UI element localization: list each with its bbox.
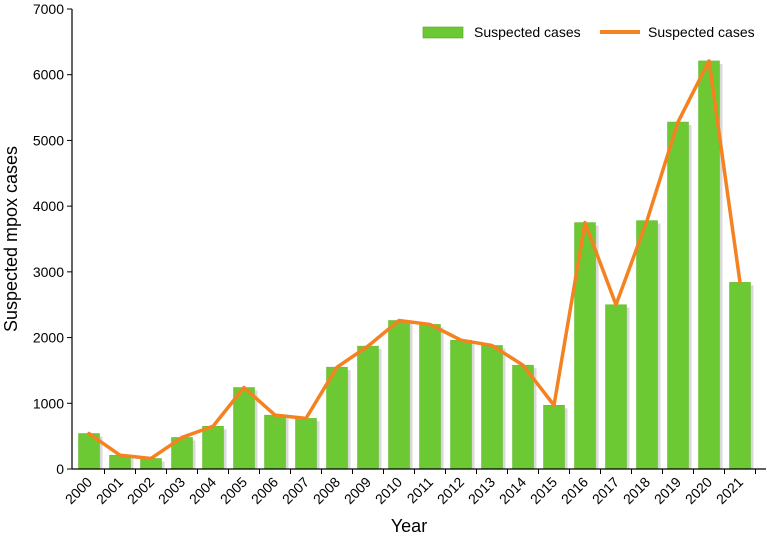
x-tick-label: 2004 — [186, 474, 219, 507]
y-axis-title: Suspected mpox cases — [1, 146, 21, 332]
x-tick-label: 2006 — [248, 474, 281, 507]
x-tick-label: 2009 — [341, 474, 374, 507]
y-tick-label: 4000 — [33, 198, 64, 214]
bar-series — [78, 60, 754, 470]
x-tick-label: 2007 — [279, 474, 312, 507]
y-tick-label: 6000 — [33, 67, 64, 83]
x-tick-label: 2010 — [372, 474, 405, 507]
bar — [481, 345, 503, 470]
x-tick-label: 2016 — [558, 474, 591, 507]
legend-line-label: Suspected cases — [648, 24, 755, 40]
x-tick-label: 2018 — [620, 474, 653, 507]
x-tick-label: 2019 — [651, 474, 684, 507]
x-tick-label: 2000 — [62, 474, 95, 507]
x-ticks: 2000200120022003200420052006200720082009… — [62, 469, 756, 507]
bar — [729, 282, 751, 470]
bar — [388, 320, 410, 470]
bar — [419, 324, 441, 470]
bar — [605, 304, 627, 470]
x-tick-label: 2021 — [713, 474, 746, 507]
bar — [636, 220, 658, 470]
x-tick-label: 2020 — [682, 474, 715, 507]
bar — [512, 364, 534, 470]
bar — [450, 339, 472, 470]
y-ticks: 0 1000 2000 3000 4000 5000 6000 7000 — [33, 1, 72, 477]
axes — [71, 9, 766, 470]
x-tick-label: 2013 — [465, 474, 498, 507]
y-tick-label: 7000 — [33, 1, 64, 17]
bar — [543, 405, 565, 470]
legend: Suspected cases Suspected cases — [422, 24, 755, 40]
legend-bar-label: Suspected cases — [474, 24, 581, 40]
x-tick-label: 2012 — [434, 474, 467, 507]
x-tick-label: 2003 — [155, 474, 188, 507]
x-tick-label: 2011 — [404, 474, 437, 507]
x-tick-label: 2002 — [124, 474, 157, 507]
bar — [295, 418, 317, 470]
y-tick-label: 3000 — [33, 264, 64, 280]
x-tick-label: 2001 — [93, 474, 126, 507]
x-tick-label: 2015 — [527, 474, 560, 507]
bar — [233, 387, 255, 470]
legend-bar-swatch — [422, 26, 464, 39]
x-tick-label: 2005 — [217, 474, 250, 507]
line-series — [87, 59, 742, 461]
y-tick-label: 0 — [56, 461, 64, 477]
bar — [202, 426, 224, 470]
x-tick-label: 2017 — [589, 474, 622, 507]
x-tick-label: 2014 — [496, 474, 529, 507]
x-axis-title: Year — [391, 516, 427, 536]
bar — [264, 414, 286, 470]
y-tick-label: 5000 — [33, 132, 64, 148]
bar — [357, 345, 379, 470]
x-tick-label: 2008 — [310, 474, 343, 507]
bar — [667, 121, 689, 470]
line-path — [87, 59, 742, 461]
y-tick-label: 1000 — [33, 395, 64, 411]
y-tick-label: 2000 — [33, 330, 64, 346]
